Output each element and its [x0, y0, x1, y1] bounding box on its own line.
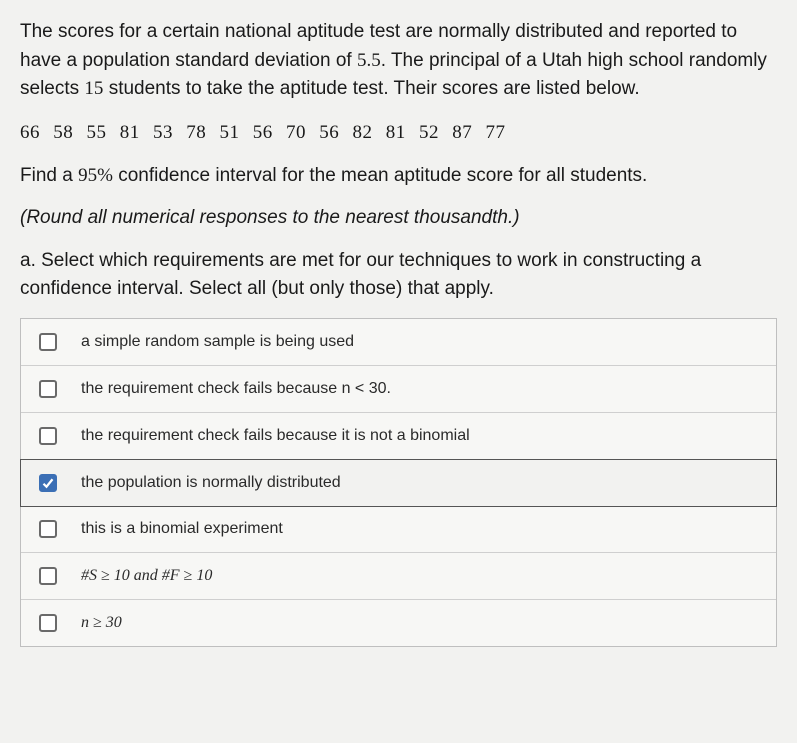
checkbox-icon — [39, 474, 57, 492]
option-simple-random-sample[interactable]: a simple random sample is being used — [21, 319, 776, 366]
problem-intro: The scores for a certain national aptitu… — [20, 18, 777, 104]
checkbox-icon — [39, 427, 57, 445]
checkbox-icon — [39, 614, 57, 632]
option-label: #S ≥ 10 and #F ≥ 10 — [81, 567, 212, 585]
option-label: a simple random sample is being used — [81, 333, 354, 351]
option-label: the requirement check fails because it i… — [81, 427, 470, 445]
checkbox-icon — [39, 520, 57, 538]
option-population-normal[interactable]: the population is normally distributed — [20, 459, 777, 507]
option-label: n ≥ 30 — [81, 614, 122, 632]
checkbox-icon — [39, 333, 57, 351]
rounding-note: (Round all numerical responses to the ne… — [20, 204, 777, 233]
option-label: this is a binomial experiment — [81, 520, 283, 538]
option-fail-not-binomial[interactable]: the requirement check fails because it i… — [21, 413, 776, 460]
find-instruction: Find a 95% confidence interval for the m… — [20, 162, 777, 191]
scores-list: 66 58 55 81 53 78 51 56 70 56 82 81 52 8… — [20, 122, 777, 144]
part-a-prompt: a. Select which requirements are met for… — [20, 247, 777, 304]
option-binomial-experiment[interactable]: this is a binomial experiment — [21, 506, 776, 553]
option-label: the population is normally distributed — [81, 474, 341, 492]
option-label: the requirement check fails because n < … — [81, 380, 391, 398]
checkbox-icon — [39, 567, 57, 585]
options-list: a simple random sample is being used the… — [20, 318, 777, 647]
option-s-f-ge-10[interactable]: #S ≥ 10 and #F ≥ 10 — [21, 553, 776, 600]
option-fail-n-lt-30[interactable]: the requirement check fails because n < … — [21, 366, 776, 413]
checkbox-icon — [39, 380, 57, 398]
option-n-ge-30[interactable]: n ≥ 30 — [21, 600, 776, 646]
